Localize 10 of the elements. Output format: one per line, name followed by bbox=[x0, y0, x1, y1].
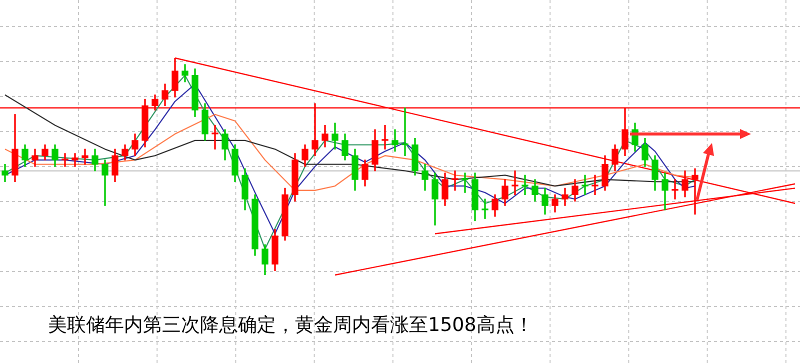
text: 美联储年内第三次降息确定，黄金周内看涨至1508高点！ bbox=[48, 313, 534, 338]
candlestick bbox=[592, 174, 598, 196]
candlestick bbox=[212, 124, 218, 150]
candlestick bbox=[382, 124, 388, 150]
candlestick bbox=[452, 170, 458, 191]
candlestick bbox=[582, 174, 588, 196]
candlestick bbox=[462, 172, 468, 193]
candlestick bbox=[62, 153, 68, 167]
candlestick bbox=[522, 174, 528, 196]
candlestick bbox=[512, 170, 518, 196]
